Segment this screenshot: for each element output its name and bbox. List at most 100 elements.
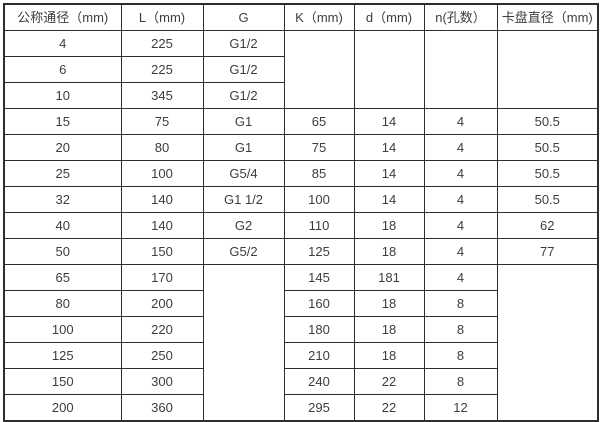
table-cell-empty xyxy=(202,264,285,422)
table-cell: 22 xyxy=(353,394,425,422)
table-cell: 4 xyxy=(423,108,498,135)
table-cell: 10 xyxy=(3,82,122,109)
table-cell: 140 xyxy=(120,212,204,239)
table-cell: 50.5 xyxy=(496,160,599,187)
table-cell: 4 xyxy=(423,238,498,265)
table-cell: 18 xyxy=(353,212,425,239)
table-cell: 18 xyxy=(353,290,425,317)
table-cell: 4 xyxy=(423,264,498,291)
table-cell-empty xyxy=(496,30,599,109)
table-cell: 18 xyxy=(353,316,425,343)
table-cell: 180 xyxy=(283,316,355,343)
table-cell: 125 xyxy=(3,342,122,369)
table-body: 4 225 G1/2 6 225 G1/2 10 345 G1/2 15 75 G1 65 14 4 50.5… xyxy=(3,30,599,422)
table-cell: 80 xyxy=(120,134,204,161)
table-cell: 100 xyxy=(120,160,204,187)
table-cell: 75 xyxy=(120,108,204,135)
table-cell: 210 xyxy=(283,342,355,369)
table-cell: 295 xyxy=(283,394,355,422)
table-cell: 25 xyxy=(3,160,122,187)
table-cell: 85 xyxy=(283,160,355,187)
table-cell: 4 xyxy=(3,30,122,57)
table-row: 6 225 G1/2 xyxy=(3,56,598,83)
table-cell: 14 xyxy=(353,160,425,187)
column-header-length-l: L（mm) xyxy=(120,3,204,31)
table-row: 150 300 240 22 8 xyxy=(3,368,598,395)
table-row: 50 150 G5/2 125 18 4 77 xyxy=(3,238,599,265)
table-cell: 22 xyxy=(353,368,425,395)
table-row: 32 140 G1 1/2 100 14 4 50.5 xyxy=(3,186,599,213)
table-cell: G5/2 xyxy=(202,238,285,265)
table-cell: 50.5 xyxy=(496,134,599,161)
table-cell: G5/4 xyxy=(202,160,285,187)
table-cell: 15 xyxy=(3,108,122,135)
table-cell: 300 xyxy=(120,368,204,395)
column-header-thread-g: G xyxy=(202,3,285,31)
table-cell: 65 xyxy=(283,108,355,135)
column-header-chuck-diameter: 卡盘直径（mm) xyxy=(496,3,599,31)
table-cell: 12 xyxy=(423,394,498,422)
table-row: 40 140 G2 110 18 4 62 xyxy=(3,212,599,239)
table-row: 15 75 G1 65 14 4 50.5 xyxy=(3,108,599,135)
table-row: 125 250 210 18 8 xyxy=(3,342,598,369)
table-cell: 100 xyxy=(283,186,355,213)
table-cell: 14 xyxy=(353,108,425,135)
table-cell: 77 xyxy=(496,238,599,265)
table-cell: 125 xyxy=(283,238,355,265)
table-cell: 150 xyxy=(3,368,122,395)
table-cell: 40 xyxy=(3,212,122,239)
dimension-spec-table: 公称通径（mm) L（mm) G K（mm) d（mm) n(孔数） 卡盘直径（… xyxy=(3,3,599,422)
table-cell: 4 xyxy=(423,212,498,239)
table-cell: 8 xyxy=(423,290,498,317)
table-cell: 110 xyxy=(283,212,355,239)
table-cell: 18 xyxy=(353,238,425,265)
table-cell: 75 xyxy=(283,134,355,161)
table-cell: G1/2 xyxy=(202,56,285,83)
table-header-row: 公称通径（mm) L（mm) G K（mm) d（mm) n(孔数） 卡盘直径（… xyxy=(3,3,599,31)
table-row: 65 170 145 181 4 xyxy=(3,264,599,422)
table-row: 20 80 G1 75 14 4 50.5 xyxy=(3,134,599,161)
table-cell: G1 xyxy=(202,134,285,161)
table-cell: G1 1/2 xyxy=(202,186,285,213)
table-cell: 4 xyxy=(423,186,498,213)
table-cell: 8 xyxy=(423,316,498,343)
table-row: 4 225 G1/2 xyxy=(3,30,599,109)
table-cell: 140 xyxy=(120,186,204,213)
table-cell: 32 xyxy=(3,186,122,213)
column-header-d: d（mm) xyxy=(353,3,425,31)
table-cell: 62 xyxy=(496,212,599,239)
table-cell: 250 xyxy=(120,342,204,369)
table-cell: 14 xyxy=(353,134,425,161)
table-cell-empty xyxy=(423,30,498,109)
table-cell: 170 xyxy=(120,264,204,291)
table-header: 公称通径（mm) L（mm) G K（mm) d（mm) n(孔数） 卡盘直径（… xyxy=(3,3,599,31)
table-row: 80 200 160 18 8 xyxy=(3,290,598,317)
table-cell: 4 xyxy=(423,160,498,187)
table-cell: 6 xyxy=(3,56,122,83)
table-cell: G1/2 xyxy=(202,30,285,57)
table-cell: 200 xyxy=(3,394,122,422)
table-cell: 145 xyxy=(283,264,355,291)
table-cell-empty xyxy=(283,30,355,109)
column-header-hole-count-n: n(孔数） xyxy=(423,3,498,31)
table-cell: 80 xyxy=(3,290,122,317)
table-cell: 18 xyxy=(353,342,425,369)
table-cell: 220 xyxy=(120,316,204,343)
table-cell: 20 xyxy=(3,134,122,161)
table-cell: G1 xyxy=(202,108,285,135)
table-cell: 225 xyxy=(120,30,204,57)
table-cell: 150 xyxy=(120,238,204,265)
table-cell: G1/2 xyxy=(202,82,285,109)
column-header-k: K（mm) xyxy=(283,3,355,31)
table-cell: 50.5 xyxy=(496,108,599,135)
table-cell-empty xyxy=(496,264,599,422)
table-cell: 225 xyxy=(120,56,204,83)
table-cell: 8 xyxy=(423,368,498,395)
table-cell: 4 xyxy=(423,134,498,161)
table-cell: 8 xyxy=(423,342,498,369)
table-cell: 181 xyxy=(353,264,425,291)
table-cell: 240 xyxy=(283,368,355,395)
table-cell: 160 xyxy=(283,290,355,317)
table-cell: 100 xyxy=(3,316,122,343)
table-cell: 345 xyxy=(120,82,204,109)
